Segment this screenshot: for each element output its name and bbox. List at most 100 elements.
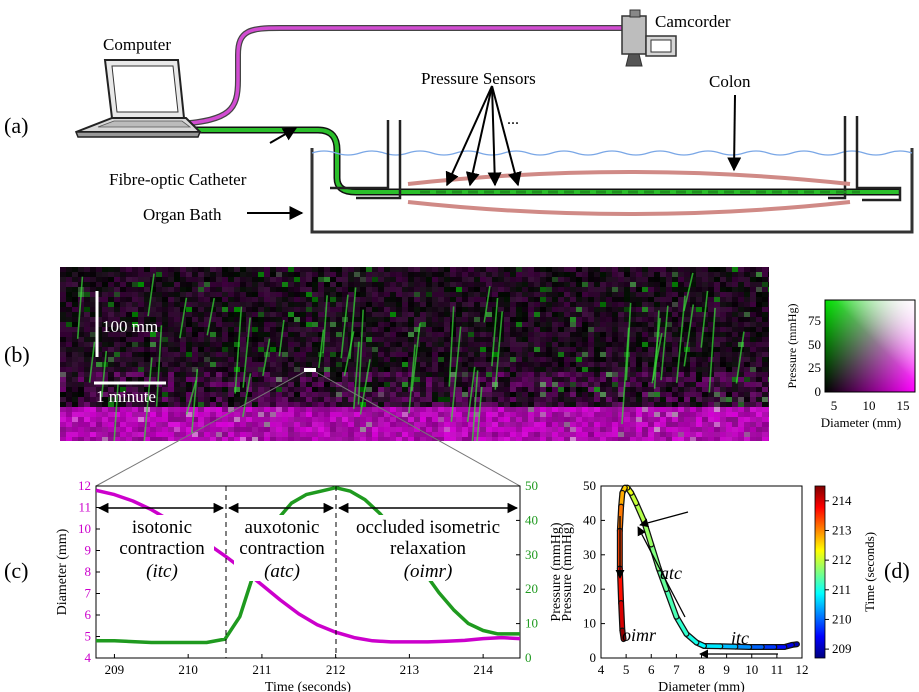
camcorder-label: Camcorder (655, 12, 731, 31)
atc-direction-arrow (637, 526, 686, 618)
x-tick-label: 9 (723, 662, 730, 677)
colon-bottom (407, 200, 851, 216)
legend-xtick: 15 (897, 398, 910, 413)
phase-oimr-line1: occluded isometric (356, 517, 500, 538)
colorbar-tick-label: 212 (832, 552, 852, 567)
trajectory-segment (664, 587, 679, 619)
computer-icon (74, 59, 203, 138)
atc-text-bg (234, 515, 330, 581)
legend-ytick: 50 (808, 337, 821, 352)
legend-ylabel: Pressure (mmHg) (785, 304, 799, 389)
phase-itc-line3: (itc) (146, 561, 178, 582)
legend-xlabel: Diameter (mm) (821, 415, 902, 430)
panel-c-label: (c) (4, 558, 28, 583)
panel-c: (c) 209 210 211 212 213 214 4 5 6 7 8 9 10 11 12 0 10 20 3… (4, 478, 564, 692)
y-tick-label: 7 (85, 586, 92, 601)
colorbar-tick-label: 209 (832, 641, 852, 656)
colorbar-label: Time (seconds) (862, 532, 877, 612)
holder-left (330, 120, 402, 200)
legend-xtick: 10 (863, 398, 876, 413)
colon-label: Colon (709, 72, 751, 91)
y2-tick-label: 50 (525, 478, 538, 493)
video-cable (179, 26, 622, 126)
camcorder-icon (621, 9, 677, 67)
phase-itc-line2: contraction (119, 538, 205, 559)
legend-ytick: 25 (808, 360, 821, 375)
x-axis-label: Time (seconds) (265, 680, 352, 692)
oimr-label: oimr (622, 625, 657, 645)
x-tick-label: 8 (698, 662, 705, 677)
trajectory-segment (634, 501, 646, 523)
y-axis-label: Diameter (mm) (55, 528, 70, 615)
colon-top (407, 170, 851, 186)
panel-d-label: (d) (884, 558, 910, 583)
y-tick-label: 20 (583, 581, 596, 596)
x-tick-label: 10 (745, 662, 758, 677)
x-tick-label: 5 (623, 662, 630, 677)
y-tick-label: 0 (590, 650, 597, 665)
y2-tick-label: 30 (525, 547, 538, 562)
x-tick-label: 214 (473, 662, 493, 677)
colorbar-tick-label: 210 (832, 611, 852, 626)
y2-tick-label: 10 (525, 616, 538, 631)
x-tick-label: 212 (326, 662, 346, 677)
sensor-arrows (247, 85, 742, 220)
selected-event-marker (304, 368, 316, 372)
plot-d: 4 5 6 7 8 9 10 11 12 0 10 20 30 40 50 Diameter (mm) Pres… (560, 478, 809, 692)
y-tick-label: 10 (78, 521, 91, 536)
trajectory-segment (620, 628, 626, 641)
y-tick-label: 5 (85, 629, 92, 644)
x-tick-label: 210 (178, 662, 198, 677)
phase-itc-line1: isotonic (132, 517, 192, 538)
atc-label: atc (660, 563, 682, 583)
color-legend: 5 10 15 0 25 50 75 Diameter (mm) Pressure (mmH… (785, 299, 916, 430)
y-tick-label: 10 (583, 616, 596, 631)
phase-atc-line2: contraction (239, 538, 325, 559)
y-tick-label: 6 (85, 607, 92, 622)
y-tick-label: 11 (78, 500, 91, 515)
colorbar-tick-label: 214 (832, 493, 852, 508)
phase-oimr-line2: relaxation (390, 538, 466, 559)
computer-label: Computer (103, 35, 171, 54)
scale-horizontal-label: 1 minute (96, 387, 156, 406)
itc-text-bg (110, 515, 214, 581)
y-tick-label: 4 (85, 650, 92, 665)
video-cable-outline (179, 25, 622, 127)
itc-label: itc (731, 628, 749, 648)
y-tick-label: 12 (78, 478, 91, 493)
trajectory-segment (657, 566, 669, 591)
atc-arrow (639, 511, 689, 528)
catheter-fibre (190, 128, 900, 194)
catheter-outline (190, 126, 900, 196)
y2-tick-label: 40 (525, 512, 538, 527)
y-tick-label: 30 (583, 547, 596, 562)
zoom-line-left (95, 371, 305, 487)
x-tick-label: 213 (400, 662, 420, 677)
spatiotemporal-map-cells (60, 267, 769, 441)
panel-a-label: (a) (4, 113, 28, 138)
legend-xtick: 5 (831, 398, 838, 413)
panel-b: (b) 100 mm 1 minute 5 10 15 0 25 50 75 Diamete… (4, 267, 916, 487)
scale-vertical-label: 100 mm (102, 317, 158, 336)
y2-tick-label: 20 (525, 581, 538, 596)
x-axis-label: Diameter (mm) (658, 680, 745, 692)
panel-d: (d) 4 5 6 7 8 9 10 11 12 0 10 20 30 40 50 Diameter (mm)… (560, 478, 910, 692)
panel-a: (a) Computer Camcorder (4, 9, 914, 234)
catheter-label: Fibre-optic Catheter (109, 170, 247, 189)
y2-axis-label: Pressure (mmHg) (549, 522, 564, 621)
zoom-line-right (315, 371, 521, 487)
x-tick-label: 209 (105, 662, 125, 677)
legend-ytick: 0 (815, 384, 822, 399)
y-tick-label: 9 (85, 543, 92, 558)
plot-c: 209 210 211 212 213 214 4 5 6 7 8 9 10 11 12 0 10 20 30 40 5… (55, 478, 564, 692)
y-tick-label: 40 (583, 512, 596, 527)
x-tick-label: 211 (252, 662, 271, 677)
y2-tick-label: 0 (525, 650, 532, 665)
x-tick-label: 11 (771, 662, 784, 677)
x-tick-label: 4 (598, 662, 605, 677)
phase-atc-line3: (atc) (264, 561, 300, 582)
legend-ytick: 75 (808, 313, 821, 328)
colorbar-tick-label: 213 (832, 522, 852, 537)
organ-bath-label: Organ Bath (143, 205, 222, 224)
